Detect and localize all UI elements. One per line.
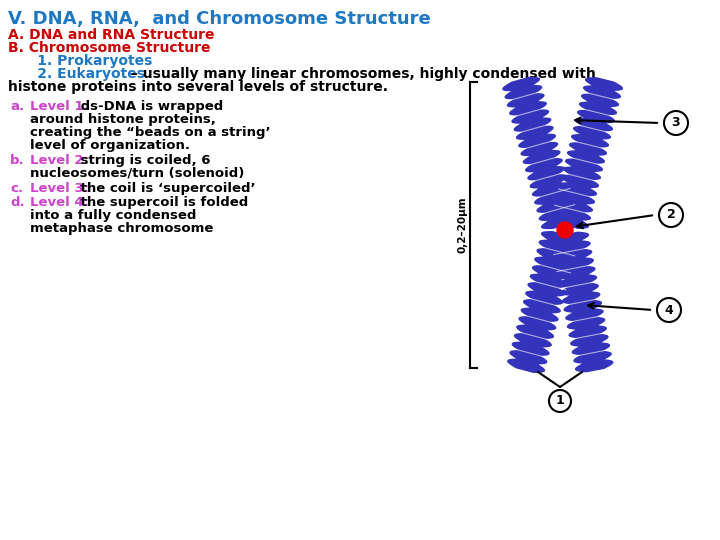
Text: string is coiled, 6: string is coiled, 6 <box>76 154 211 167</box>
Text: 2. Eukaryotes: 2. Eukaryotes <box>8 67 145 81</box>
Polygon shape <box>552 232 613 372</box>
Text: the coil is ‘supercoiled’: the coil is ‘supercoiled’ <box>76 182 256 195</box>
Text: into a fully condensed: into a fully condensed <box>30 209 197 222</box>
Text: 3: 3 <box>672 117 680 130</box>
Text: ds-DNA is wrapped: ds-DNA is wrapped <box>76 100 224 113</box>
Text: Level 4:: Level 4: <box>30 196 89 209</box>
Text: 2: 2 <box>667 208 675 221</box>
Text: Level 2:: Level 2: <box>30 154 89 167</box>
Text: the supercoil is folded: the supercoil is folded <box>76 196 248 209</box>
Polygon shape <box>508 232 578 372</box>
Text: around histone proteins,: around histone proteins, <box>30 113 216 126</box>
Text: Level 1:: Level 1: <box>30 100 89 113</box>
Text: c.: c. <box>10 182 23 195</box>
Text: b.: b. <box>10 154 24 167</box>
Text: nucleosomes/turn (solenoid): nucleosomes/turn (solenoid) <box>30 167 244 180</box>
Text: 0,2–20μm: 0,2–20μm <box>457 197 467 253</box>
Polygon shape <box>552 78 622 228</box>
Text: metaphase chromosome: metaphase chromosome <box>30 222 213 235</box>
Text: 1. Prokaryotes: 1. Prokaryotes <box>8 54 153 68</box>
Text: 4: 4 <box>665 303 673 316</box>
Text: 1: 1 <box>556 395 564 408</box>
Text: B. Chromosome Structure: B. Chromosome Structure <box>8 41 210 55</box>
Text: – usually many linear chromosomes, highly condensed with: – usually many linear chromosomes, highl… <box>126 67 596 81</box>
Text: level of organization.: level of organization. <box>30 139 190 152</box>
Text: A. DNA and RNA Structure: A. DNA and RNA Structure <box>8 28 215 42</box>
Polygon shape <box>503 78 578 228</box>
Text: creating the “beads on a string’: creating the “beads on a string’ <box>30 126 271 139</box>
Text: V. DNA, RNA,  and Chromosome Structure: V. DNA, RNA, and Chromosome Structure <box>8 10 431 28</box>
Circle shape <box>557 222 573 238</box>
Text: Level 3:: Level 3: <box>30 182 89 195</box>
Text: histone proteins into several levels of structure.: histone proteins into several levels of … <box>8 80 388 94</box>
Text: d.: d. <box>10 196 24 209</box>
Text: a.: a. <box>10 100 24 113</box>
